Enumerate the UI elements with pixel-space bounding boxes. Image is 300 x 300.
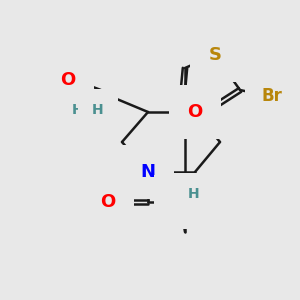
Text: O: O [100, 193, 116, 211]
Text: H: H [188, 187, 200, 201]
Text: O: O [188, 103, 202, 121]
Text: N: N [80, 113, 95, 131]
Text: H: H [72, 103, 84, 117]
Text: N: N [140, 163, 155, 181]
Text: S: S [208, 46, 221, 64]
Text: H: H [92, 103, 104, 117]
Text: O: O [60, 71, 76, 89]
Text: N: N [172, 193, 188, 211]
Text: Br: Br [262, 87, 282, 105]
